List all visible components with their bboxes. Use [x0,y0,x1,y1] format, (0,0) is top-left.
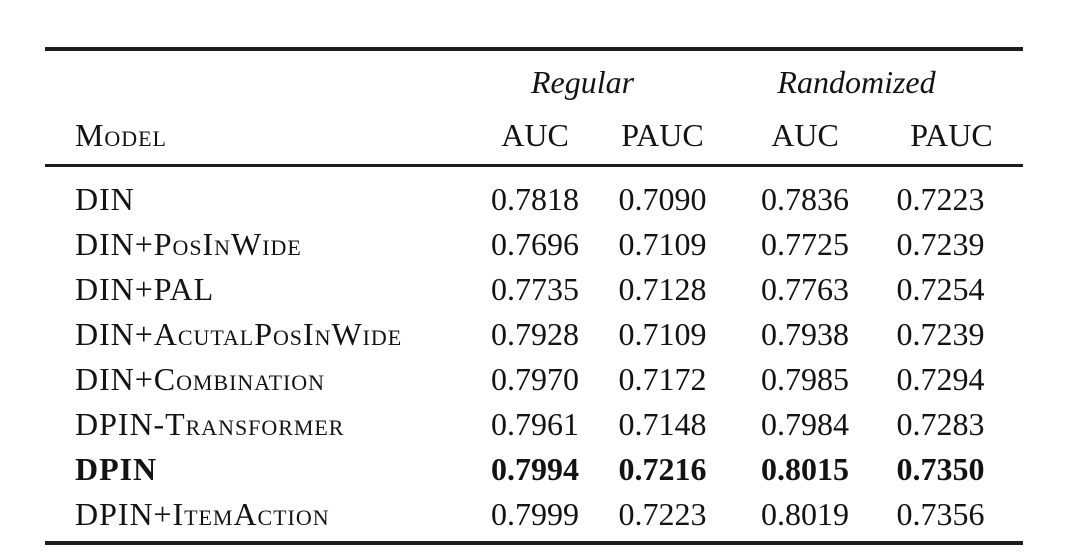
metric-value-cell: 0.7223 [618,496,707,532]
table-row: DIN 0.7818 0.7090 0.7836 0.7223 [45,166,1023,223]
metric-value-cell: 0.7984 [761,406,849,442]
metric-value-cell: 0.7109 [618,316,707,352]
model-name-cell: DIN+PAL [75,271,215,307]
metric-value-cell: 0.7128 [618,271,707,307]
metric-value-cell: 0.7999 [491,496,579,532]
column-group-row: Regular Randomized [45,49,1023,103]
table-body: DIN 0.7818 0.7090 0.7836 0.7223 DIN+PosI… [45,166,1023,544]
metric-value-cell: 0.7148 [618,406,707,442]
table-row: DPIN-Transformer 0.7961 0.7148 0.7984 0.… [45,402,1023,447]
metric-value-cell: 0.7763 [761,271,849,307]
metric-value-cell: 0.7961 [491,406,579,442]
table-row: DIN+AcutalPosInWide 0.7928 0.7109 0.7938… [45,312,1023,357]
metric-value-cell: 0.7090 [618,181,707,217]
metric-value-cell: 0.7109 [618,226,707,262]
metric-value-cell: 0.7216 [618,451,707,487]
sub-header-row: Model AUC PAUC AUC PAUC [45,103,1023,166]
col-header-auc-randomized: AUC [771,117,839,153]
metric-value-cell: 0.7239 [896,226,985,262]
metric-value-cell: 0.7836 [761,181,849,217]
metric-value-cell: 0.7818 [491,181,579,217]
column-group-regular: Regular [530,64,635,100]
table-row-highlight: DPIN 0.7994 0.7216 0.8015 0.7350 [45,447,1023,492]
table-row: DIN+PosInWide 0.7696 0.7109 0.7725 0.723… [45,222,1023,267]
table-row: DPIN+ItemAction 0.7999 0.7223 0.8019 0.7… [45,492,1023,543]
metric-value-cell: 0.7254 [896,271,985,307]
model-name-cell: DPIN [75,451,158,487]
col-header-pauc-regular: PAUC [621,117,704,153]
table-row: DIN+Combination 0.7970 0.7172 0.7985 0.7… [45,357,1023,402]
table-row: DIN+PAL 0.7735 0.7128 0.7763 0.7254 [45,267,1023,312]
model-name-cell: DPIN-Transformer [75,406,345,442]
col-header-model: Model [75,117,167,153]
model-name-cell: DIN+Combination [75,361,325,397]
model-name-cell: DIN [75,181,135,217]
metric-value-cell: 0.7985 [761,361,849,397]
metric-value-cell: 0.7294 [896,361,985,397]
header-spacer [45,49,475,103]
metric-value-cell: 0.7928 [491,316,579,352]
metric-value-cell: 0.7696 [491,226,579,262]
col-header-auc-regular: AUC [501,117,569,153]
metric-value-cell: 0.7356 [896,496,985,532]
metric-value-cell: 0.7172 [618,361,707,397]
metric-value-cell: 0.7725 [761,226,849,262]
metric-value-cell: 0.8015 [761,451,849,487]
model-name-cell: DIN+PosInWide [75,226,302,262]
model-name-cell: DIN+AcutalPosInWide [75,316,403,352]
col-header-pauc-randomized: PAUC [910,117,993,153]
metric-value-cell: 0.7223 [896,181,985,217]
column-group-randomized: Randomized [777,64,936,100]
metric-value-cell: 0.8019 [761,496,849,532]
metric-value-cell: 0.7938 [761,316,849,352]
metric-value-cell: 0.7970 [491,361,579,397]
metric-value-cell: 0.7735 [491,271,579,307]
table-header: Regular Randomized Model AUC PAUC AUC PA… [45,49,1024,166]
metric-value-cell: 0.7350 [896,451,985,487]
results-table: Regular Randomized Model AUC PAUC AUC PA… [45,47,1024,545]
metric-value-cell: 0.7283 [896,406,985,442]
metric-value-cell: 0.7994 [491,451,579,487]
model-name-cell: DPIN+ItemAction [75,496,330,532]
metric-value-cell: 0.7239 [896,316,985,352]
